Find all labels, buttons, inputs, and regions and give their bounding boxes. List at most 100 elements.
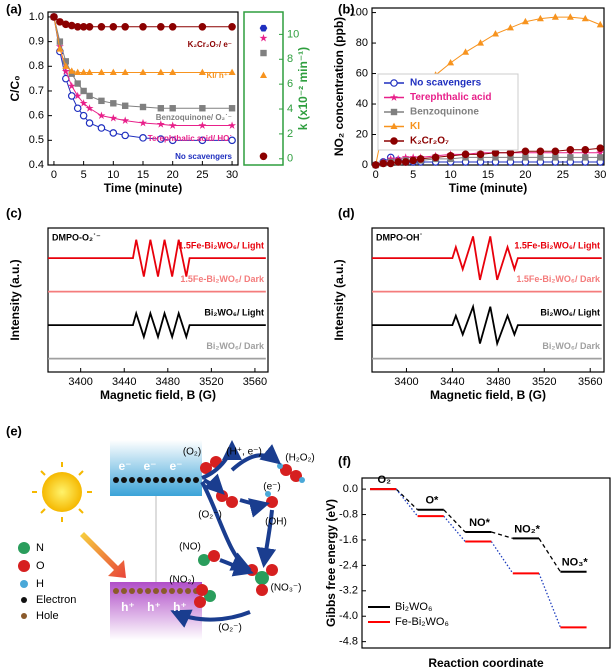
marker — [228, 136, 236, 145]
marker — [73, 91, 82, 100]
y-tick-label: 0 — [362, 159, 368, 171]
marker — [169, 68, 177, 76]
marker — [157, 135, 165, 143]
series-label: 1.5Fe-Bi₂WO₆/ Light — [178, 241, 264, 251]
x-tick-label: 3520 — [532, 376, 556, 388]
x-tick-label: 0 — [51, 169, 57, 181]
marker — [97, 68, 105, 76]
x-tick-label: 5 — [410, 169, 416, 181]
marker — [73, 104, 82, 113]
legend-label: K₂Cr₂O₇ — [410, 136, 449, 147]
legend-symbols — [18, 542, 30, 619]
y-tick-label: -4.8 — [339, 636, 358, 648]
marker — [507, 154, 514, 161]
marker — [61, 67, 70, 75]
level-label: O* — [425, 495, 439, 507]
y-tick-label: -1.6 — [339, 534, 358, 546]
series-line — [48, 239, 266, 277]
legend-label: H — [36, 578, 44, 590]
marker — [121, 116, 130, 124]
marker — [581, 145, 590, 154]
x-tick-label: 3480 — [486, 376, 510, 388]
sun-rays — [32, 462, 92, 522]
connector — [395, 488, 419, 517]
marker — [97, 111, 106, 120]
x-tick-label: 3400 — [68, 376, 92, 388]
marker — [491, 149, 500, 157]
connector — [490, 541, 514, 574]
reaction-arrows — [170, 440, 282, 628]
species-label: (H⁺, e⁻) — [226, 447, 262, 458]
series-label: Benzoquinone/ O₂˙⁻ — [156, 113, 232, 122]
y-tick-label: 0.5 — [29, 134, 44, 146]
marker — [476, 39, 485, 46]
x-axis-label: Time (minute) — [449, 181, 527, 195]
electron-label: e⁻ — [118, 459, 131, 473]
x-tick-label: 30 — [226, 169, 238, 181]
marker — [537, 154, 544, 161]
marker — [109, 23, 118, 31]
marker — [74, 80, 81, 87]
marker — [109, 68, 117, 76]
x-tick-label: 25 — [196, 169, 208, 181]
series-label: 1.5Fe-Bi₂WO₆/ Dark — [516, 274, 601, 284]
legend-label: O — [36, 560, 45, 572]
panel-label: (d) — [338, 205, 355, 220]
legend-label: Bi₂WO₆ — [395, 601, 432, 613]
x-axis-label: Magnetic field, B (G) — [430, 388, 546, 402]
hole-label: h⁺ — [173, 600, 187, 614]
panel-label: (a) — [6, 1, 22, 16]
electron-dots — [113, 477, 199, 483]
x-axis-label: Time (minute) — [104, 181, 182, 195]
marker — [447, 59, 455, 66]
hole-dots — [113, 588, 199, 594]
marker — [109, 113, 118, 122]
legend-label: KI — [410, 121, 420, 132]
marker — [86, 68, 94, 76]
marker — [110, 100, 117, 107]
species-label: (O₂⁻) — [198, 510, 222, 521]
connector — [443, 515, 466, 542]
x-tick-label: 3520 — [199, 376, 223, 388]
marker — [139, 103, 147, 111]
marker — [446, 152, 455, 160]
marker — [199, 105, 206, 112]
legend-label: Benzoquinone — [410, 107, 479, 118]
marker — [409, 156, 417, 165]
x-tick-label: 5 — [81, 169, 87, 181]
legend-label: Fe-Bi₂WO₆ — [395, 616, 449, 628]
plot-frame — [371, 227, 605, 373]
x-tick-label: 3480 — [156, 376, 180, 388]
y2-axis-label: k (x10⁻² min⁻¹) — [296, 47, 310, 130]
marker — [401, 158, 410, 166]
legend-label: N — [36, 542, 44, 554]
y2-tick-label: 10 — [287, 28, 299, 40]
marker — [491, 30, 500, 37]
light-arrow — [80, 532, 126, 578]
marker — [98, 97, 105, 105]
legend-marker — [390, 93, 398, 101]
connector — [395, 488, 419, 511]
marker — [121, 131, 129, 140]
legend-label: Terephthalic acid — [410, 92, 492, 103]
x-tick-label: 3440 — [440, 376, 464, 388]
marker — [521, 147, 530, 156]
y-tick-label: 0.6 — [29, 110, 44, 122]
marker — [596, 20, 604, 28]
marker — [386, 154, 395, 163]
species-label: (H₂O₂) — [285, 453, 314, 464]
y-axis-label: Intensity (a.u.) — [8, 259, 22, 340]
series-label: KI/ h⁺ — [206, 71, 228, 80]
marker — [50, 13, 58, 21]
marker — [62, 58, 70, 65]
marker — [85, 23, 94, 31]
marker — [567, 154, 574, 161]
y-tick-label: 0.0 — [343, 483, 358, 495]
marker — [461, 150, 470, 159]
marker — [198, 68, 206, 76]
sun — [42, 472, 82, 512]
marker — [139, 118, 147, 127]
x-tick-label: 15 — [482, 169, 494, 181]
connector — [443, 509, 466, 533]
